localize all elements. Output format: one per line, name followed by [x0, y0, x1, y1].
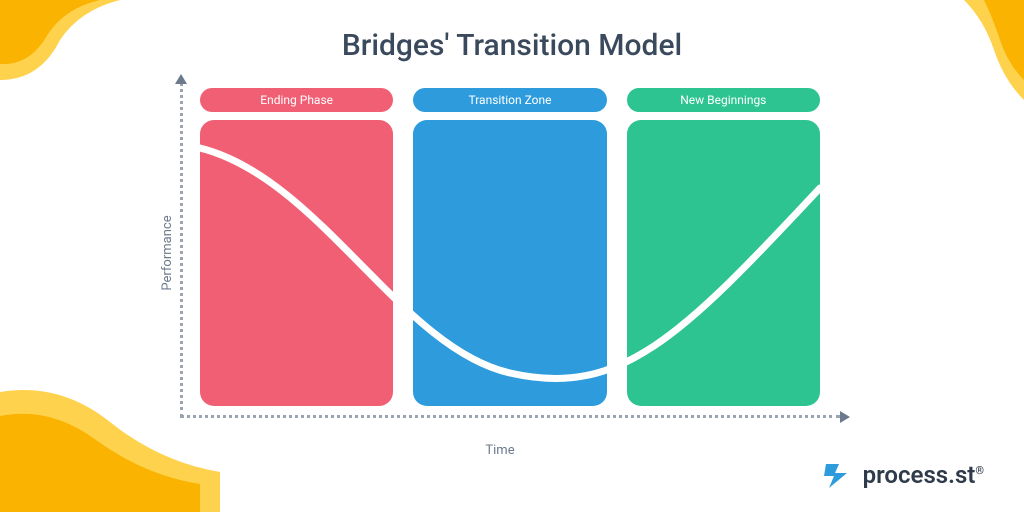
phase-block — [200, 120, 393, 406]
x-axis-arrow-icon — [840, 411, 850, 423]
phase-label: New Beginnings — [627, 88, 820, 112]
phase-label: Transition Zone — [413, 88, 606, 112]
phase-block — [413, 120, 606, 406]
phase-transition: Transition Zone — [413, 88, 606, 406]
chart-area: Performance Time Ending Phase Transition… — [180, 88, 820, 418]
phase-new-beginnings: New Beginnings — [627, 88, 820, 406]
x-axis — [180, 415, 840, 418]
phase-block — [627, 120, 820, 406]
y-axis-arrow-icon — [175, 74, 187, 84]
y-axis-label: Performance — [160, 215, 175, 290]
y-axis — [180, 82, 183, 418]
phase-container: Ending Phase Transition Zone New Beginni… — [200, 88, 820, 406]
phase-ending: Ending Phase — [200, 88, 393, 406]
phase-label: Ending Phase — [200, 88, 393, 112]
x-axis-label: Time — [180, 443, 820, 458]
brand-name: process.st® — [863, 461, 984, 489]
diagram-title: Bridges' Transition Model — [0, 28, 1024, 63]
brand-mark-icon — [823, 460, 853, 490]
brand-logo: process.st® — [823, 460, 984, 490]
